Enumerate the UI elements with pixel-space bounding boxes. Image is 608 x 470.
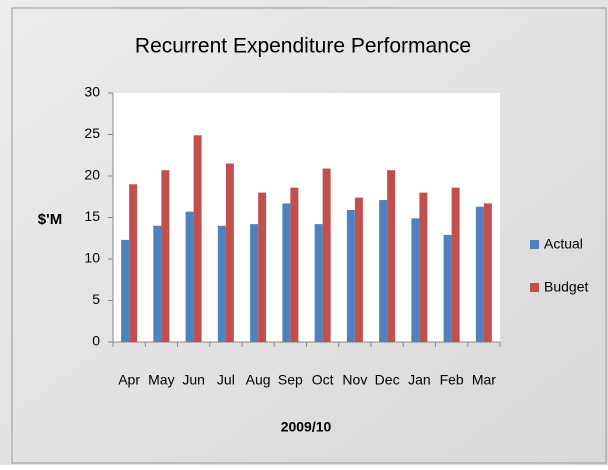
- y-tick-label: 20: [84, 167, 100, 183]
- bar: [217, 225, 226, 342]
- bar: [475, 206, 484, 342]
- x-tick-label: Sep: [278, 372, 303, 388]
- chart-border: [11, 7, 607, 464]
- bar: [258, 192, 267, 342]
- bar: [411, 218, 420, 342]
- bar: [419, 192, 428, 342]
- x-tick-label: Jun: [182, 372, 205, 388]
- bar: [129, 184, 138, 342]
- y-tick-label: 10: [84, 250, 100, 266]
- bar: [250, 224, 259, 342]
- bar: [282, 203, 291, 342]
- bar: [185, 211, 194, 342]
- x-tick-label: Nov: [342, 372, 367, 388]
- y-tick-label: 0: [92, 333, 100, 349]
- bar: [354, 197, 363, 342]
- bar: [314, 224, 323, 342]
- plot-area: [113, 93, 500, 342]
- y-axis-label: $'M: [38, 211, 62, 228]
- bar: [387, 170, 396, 342]
- x-tick-label: Dec: [375, 372, 400, 388]
- x-tick-label: Mar: [472, 372, 496, 388]
- x-tick-label: Apr: [118, 372, 140, 388]
- bar: [225, 163, 234, 342]
- y-tick-label: 30: [84, 84, 100, 100]
- bar: [290, 187, 299, 342]
- x-tick-label: May: [148, 372, 174, 388]
- legend-label: Actual: [544, 236, 583, 252]
- x-tick-label: Jan: [408, 372, 431, 388]
- legend-label: Budget: [544, 279, 588, 295]
- bar: [193, 135, 202, 342]
- x-axis-label: 2009/10: [281, 419, 332, 435]
- bar: [322, 168, 331, 342]
- legend-swatch: [530, 240, 539, 249]
- bar: [161, 170, 170, 342]
- y-tick-label: 25: [84, 125, 100, 141]
- bar: [443, 234, 452, 342]
- x-tick-label: Oct: [312, 372, 334, 388]
- bar: [451, 187, 460, 342]
- y-tick-label: 15: [84, 208, 100, 224]
- chart-title: Recurrent Expenditure Performance: [135, 35, 471, 58]
- y-tick-label: 5: [92, 291, 100, 307]
- bar: [121, 239, 130, 342]
- bar: [346, 210, 355, 342]
- bar: [379, 200, 388, 342]
- x-tick-label: Jul: [217, 372, 235, 388]
- bar: [153, 225, 162, 342]
- legend-swatch: [530, 283, 539, 292]
- x-tick-label: Aug: [246, 372, 271, 388]
- x-tick-label: Feb: [440, 372, 464, 388]
- bar: [483, 203, 492, 342]
